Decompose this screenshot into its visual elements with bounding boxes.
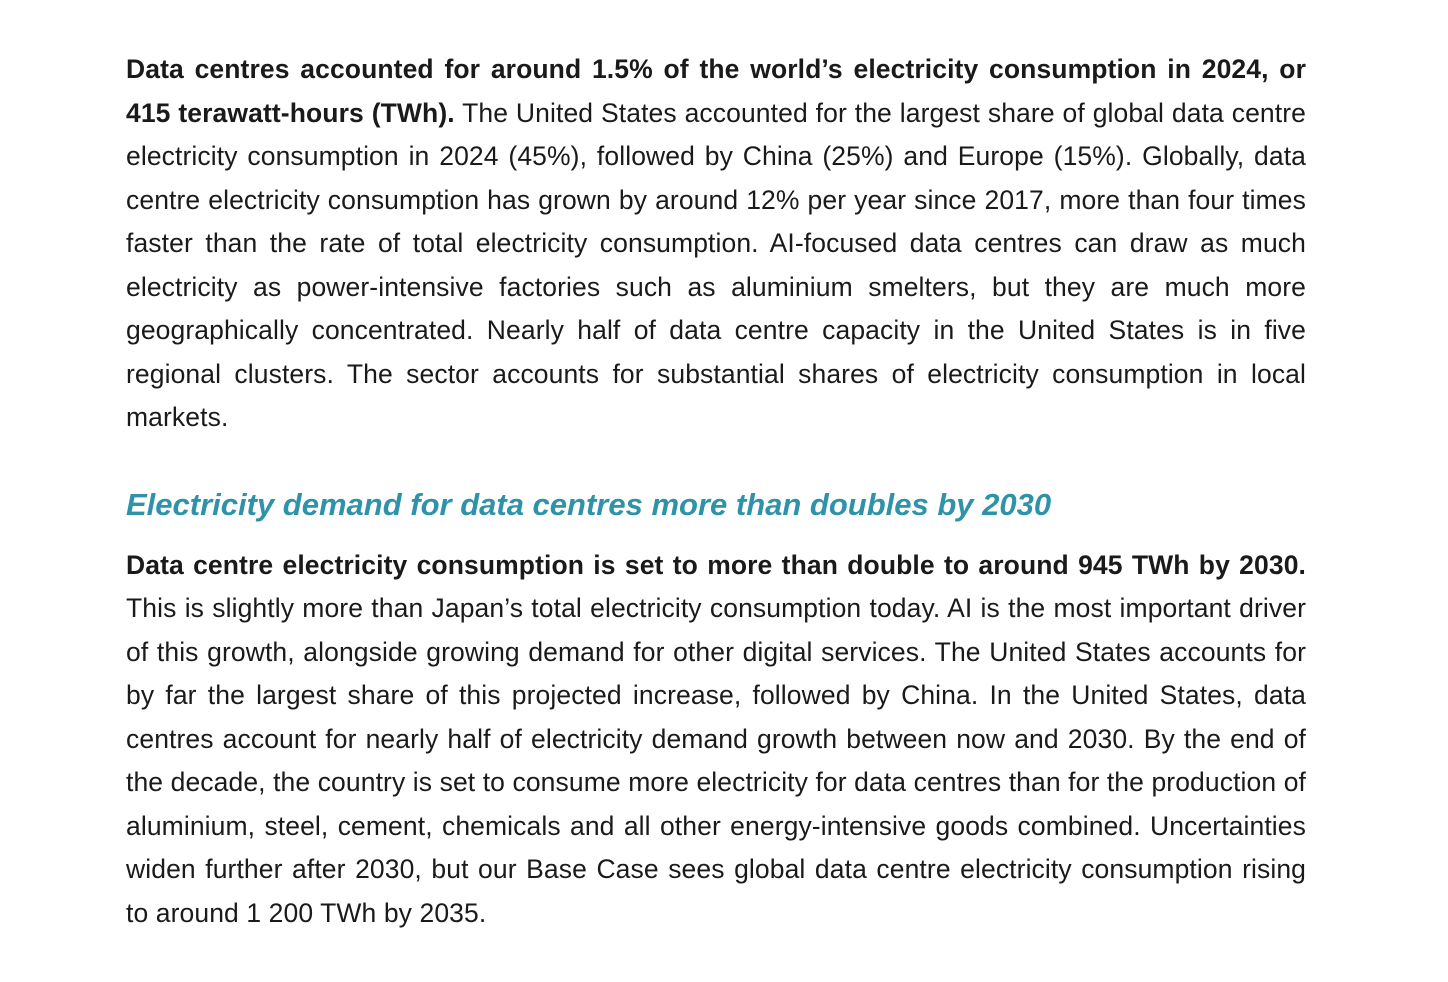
section-heading: Electricity demand for data centres more… — [126, 486, 1052, 522]
paragraph-consumption-2024: Data centres accounted for around 1.5% o… — [126, 48, 1306, 440]
paragraph-lead-bold: Data centres accounted for around 1.5% o… — [126, 54, 1306, 128]
paragraph-demand-2030: Data centre electricity consumption is s… — [126, 544, 1306, 936]
paragraph-lead-bold: Data centre electricity consumption is s… — [126, 549, 1306, 580]
document-page: Data centres accounted for around 1.5% o… — [126, 48, 1306, 935]
paragraph-body: This is slightly more than Japan’s total… — [126, 593, 1306, 928]
paragraph-body: The United States accounted for the larg… — [126, 97, 1306, 433]
